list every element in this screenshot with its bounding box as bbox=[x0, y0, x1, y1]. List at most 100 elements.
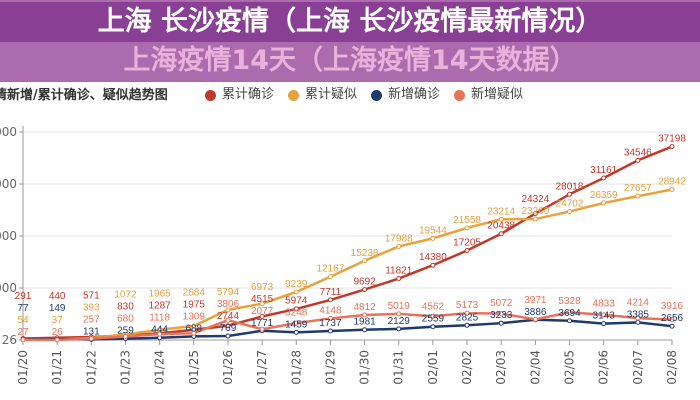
data-label: 1459 bbox=[285, 319, 308, 330]
data-point bbox=[191, 330, 197, 336]
data-point bbox=[293, 329, 299, 335]
data-point bbox=[259, 326, 265, 332]
data-label: 24324 bbox=[521, 194, 549, 205]
watermark-text: 上海疫情14天（上海疫情14天数据） bbox=[123, 45, 577, 76]
data-label: 31161 bbox=[590, 165, 618, 176]
data-label: 2744 bbox=[217, 311, 240, 322]
y-tick-label: 26 bbox=[2, 333, 17, 347]
data-point bbox=[259, 301, 265, 307]
x-tick-label: 01/22 bbox=[84, 350, 98, 385]
data-label: 571 bbox=[83, 290, 100, 301]
y-tick-label: 10000 bbox=[0, 281, 17, 295]
x-tick-label: 01/29 bbox=[323, 350, 337, 385]
x-tick-label: 02/07 bbox=[631, 350, 645, 385]
data-point bbox=[464, 248, 470, 254]
data-label: 444 bbox=[151, 325, 168, 336]
data-point bbox=[54, 337, 60, 343]
data-label: 17988 bbox=[385, 233, 413, 244]
data-point bbox=[532, 216, 538, 222]
y-tick-label: 20000 bbox=[0, 229, 17, 243]
legend-item-new-suspected[interactable]: 新增疑似 bbox=[454, 87, 523, 103]
data-label: 21558 bbox=[453, 215, 481, 226]
data-label: 5072 bbox=[490, 298, 513, 309]
data-label: 5019 bbox=[388, 301, 411, 312]
data-label: 5173 bbox=[456, 300, 479, 311]
x-tick-label: 01/28 bbox=[289, 350, 303, 385]
x-tick-label: 02/08 bbox=[665, 350, 679, 385]
data-point bbox=[293, 289, 299, 295]
data-label: 23260 bbox=[521, 206, 549, 217]
data-point bbox=[225, 307, 231, 313]
data-label: 54 bbox=[17, 315, 29, 326]
data-label: 1981 bbox=[353, 317, 376, 328]
legend-dot-icon bbox=[205, 89, 216, 101]
data-point bbox=[498, 231, 504, 237]
data-point bbox=[635, 157, 641, 163]
data-point bbox=[498, 216, 504, 222]
data-label: 26359 bbox=[590, 190, 618, 201]
data-label: 5974 bbox=[285, 295, 308, 306]
data-label: 291 bbox=[15, 291, 32, 302]
data-point bbox=[635, 319, 641, 325]
data-point bbox=[498, 320, 504, 326]
data-point bbox=[362, 258, 368, 264]
data-point bbox=[430, 262, 436, 268]
data-label: 2684 bbox=[183, 287, 206, 298]
data-point bbox=[635, 193, 641, 199]
data-label: 3694 bbox=[558, 308, 581, 319]
data-point bbox=[293, 320, 299, 326]
x-tick-label: 01/27 bbox=[255, 350, 269, 385]
data-label: 3143 bbox=[593, 311, 616, 322]
data-point bbox=[567, 191, 573, 197]
data-label: 3806 bbox=[217, 299, 240, 310]
legend-item-cumulative-suspected[interactable]: 累计疑似 bbox=[288, 87, 357, 103]
data-label: 15238 bbox=[351, 248, 379, 259]
data-label: 27657 bbox=[624, 183, 652, 194]
x-tick-label: 01/20 bbox=[16, 350, 30, 385]
data-label: 2077 bbox=[251, 306, 274, 317]
data-point bbox=[327, 328, 333, 334]
x-tick-label: 02/06 bbox=[597, 350, 611, 385]
data-point bbox=[362, 327, 368, 333]
x-tick-label: 02/01 bbox=[426, 350, 440, 385]
data-label: 769 bbox=[220, 323, 237, 334]
data-label: 37198 bbox=[658, 134, 686, 145]
data-label: 4812 bbox=[353, 302, 376, 313]
data-point bbox=[498, 311, 504, 317]
legend: 累计确诊 累计疑似 新增确诊 新增疑似 bbox=[205, 87, 523, 103]
data-point bbox=[225, 333, 231, 339]
data-point bbox=[567, 318, 573, 324]
data-label: 2129 bbox=[388, 316, 411, 327]
data-point bbox=[532, 316, 538, 322]
overlay-band-inner bbox=[0, 2, 700, 42]
data-label: 3248 bbox=[285, 307, 308, 318]
data-point bbox=[669, 317, 675, 323]
data-label: 1287 bbox=[149, 301, 172, 312]
data-label: 3385 bbox=[627, 309, 650, 320]
data-point bbox=[464, 322, 470, 328]
data-label: 7711 bbox=[320, 287, 342, 298]
x-tick-label: 01/30 bbox=[358, 350, 372, 385]
x-tick-label: 01/31 bbox=[392, 350, 406, 385]
data-point bbox=[88, 336, 94, 342]
data-label: 131 bbox=[83, 326, 100, 337]
x-tick-label: 01/26 bbox=[221, 350, 235, 385]
data-point bbox=[669, 187, 675, 193]
legend-item-cumulative-confirmed[interactable]: 累计确诊 bbox=[205, 87, 274, 103]
legend-label: 累计确诊 bbox=[222, 87, 275, 102]
data-label: 20438 bbox=[487, 221, 515, 232]
data-label: 37 bbox=[52, 315, 64, 326]
legend-dot-icon bbox=[288, 89, 300, 101]
data-point bbox=[225, 317, 231, 323]
data-point bbox=[396, 326, 402, 332]
data-point bbox=[122, 333, 128, 339]
data-point bbox=[669, 144, 675, 150]
data-point bbox=[191, 323, 197, 329]
data-label: 393 bbox=[83, 302, 100, 313]
data-label: 26 bbox=[52, 327, 64, 338]
legend-item-new-confirmed[interactable]: 新增确诊 bbox=[371, 87, 440, 103]
data-label: 149 bbox=[49, 303, 66, 314]
data-point bbox=[464, 310, 470, 316]
data-label: 257 bbox=[83, 314, 100, 325]
